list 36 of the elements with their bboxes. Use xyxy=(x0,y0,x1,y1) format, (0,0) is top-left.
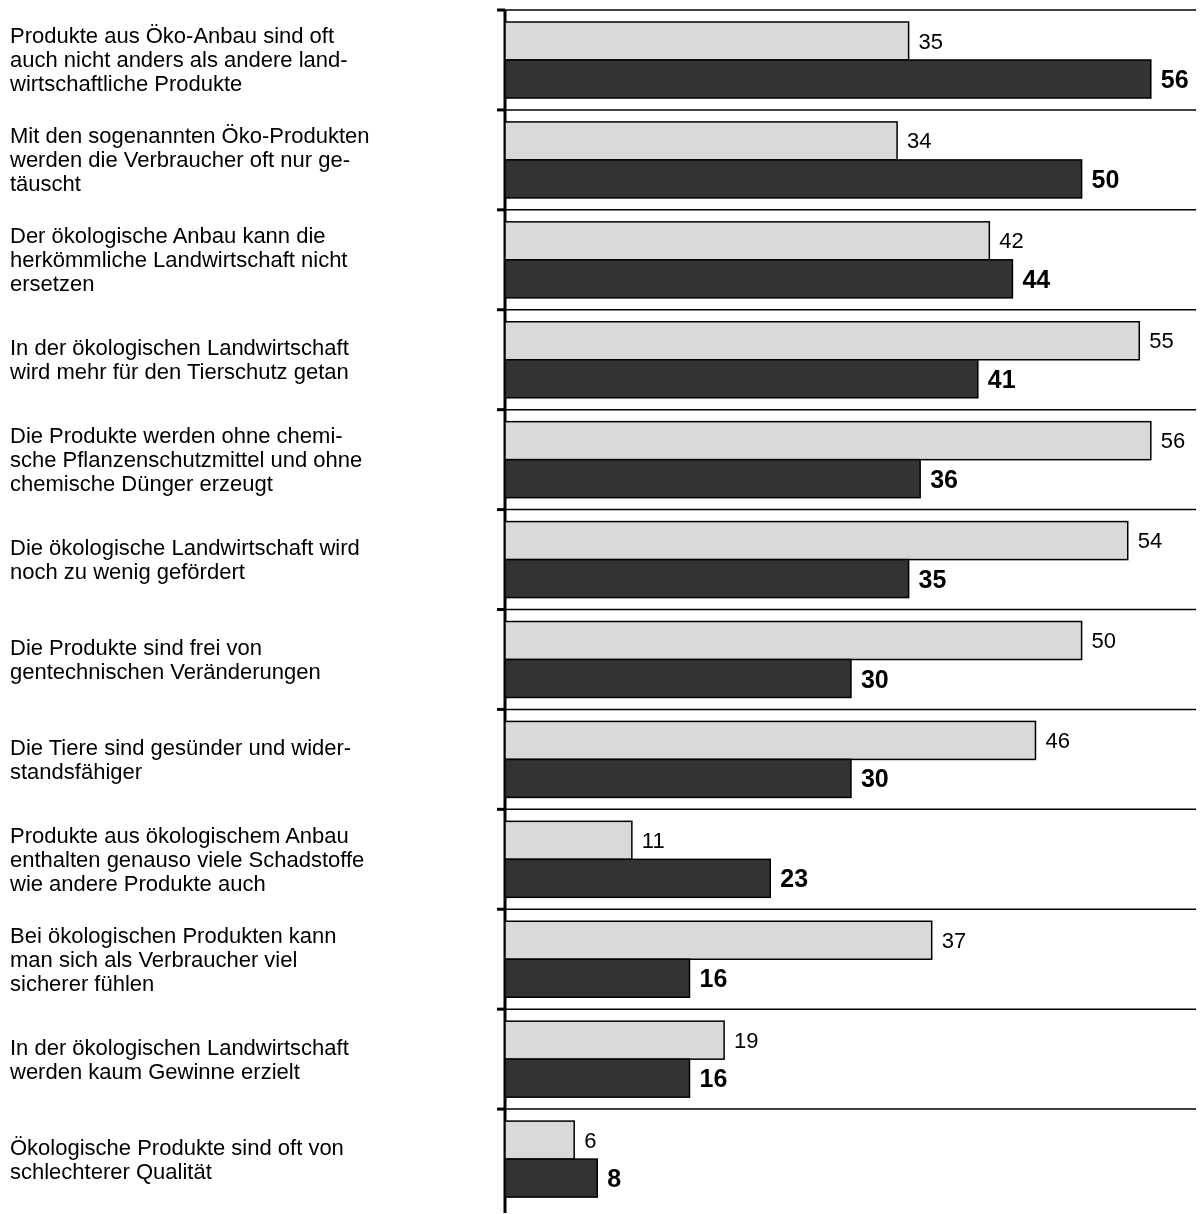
data-label: 35 xyxy=(918,28,944,54)
data-label: 23 xyxy=(780,864,809,893)
data-label: 37 xyxy=(941,927,967,953)
data-label: 16 xyxy=(699,1064,728,1093)
data-label: 42 xyxy=(999,228,1024,254)
data-label: 16 xyxy=(699,964,728,993)
y-tick-label: Ökologische Produkte sind oft von schlechterer Qualität xyxy=(10,1134,344,1184)
y-tick-label: Produkte aus Öko-Anbau sind oft auch nicht anders als andere land- wirtschaftliche Produkte xyxy=(9,23,348,97)
y-tick-label: Die Produkte sind frei von gentechnischen Veränderungen xyxy=(10,634,321,684)
data-label: 55 xyxy=(1149,328,1174,354)
data-label: 35 xyxy=(918,564,947,593)
data-label: 46 xyxy=(1045,727,1070,753)
data-label: 50 xyxy=(1091,164,1120,193)
data-label: 41 xyxy=(987,364,1016,393)
data-label: 30 xyxy=(860,664,889,693)
data-label: 54 xyxy=(1137,528,1163,554)
data-label: 6 xyxy=(584,1127,597,1153)
data-label: 56 xyxy=(1160,65,1189,93)
y-tick-label: Mit den sogenannten Öko-Produkten werden die Verbraucher oft nur ge- täuscht xyxy=(9,123,370,197)
data-label: 56 xyxy=(1160,428,1186,454)
data-label: 11 xyxy=(641,827,665,853)
y-tick-label: Bei ökologischen Produkten kann man sich als Verbraucher viel sicherer fühlen xyxy=(10,922,337,996)
data-label: 30 xyxy=(860,764,889,793)
y-tick-label: Der ökologische Anbau kann die herkömmliche Landwirtschaft nicht ersetzen xyxy=(10,223,348,297)
y-tick-label: In der ökologischen Landwirtschaft werden kaum Gewinne erzielt xyxy=(9,1034,349,1084)
data-label: 19 xyxy=(734,1027,759,1053)
data-label: 44 xyxy=(1022,264,1051,293)
y-tick-label: Die Produkte werden ohne chemi- sche Pflanzenschutzmittel und ohne chemische Dünger erzeugt xyxy=(10,423,363,497)
data-label: 50 xyxy=(1091,628,1117,653)
data-label: 34 xyxy=(907,128,932,154)
data-label: 36 xyxy=(930,464,958,493)
y-tick-label: Die ökologische Landwirtschaft wird noch zu wenig gefördert xyxy=(10,535,360,585)
y-tick-label: Produkte aus ökologischem Anbau enthalten genauso viele Schadstoffe wie andere Produkte auch xyxy=(9,822,365,896)
y-tick-label: In der ökologischen Landwirtschaft wird mehr für den Tierschutz getan xyxy=(9,335,349,385)
y-tick-label: Die Tiere sind gesünder und wider- standsfähiger xyxy=(10,734,352,784)
data-label: 8 xyxy=(607,1164,622,1193)
